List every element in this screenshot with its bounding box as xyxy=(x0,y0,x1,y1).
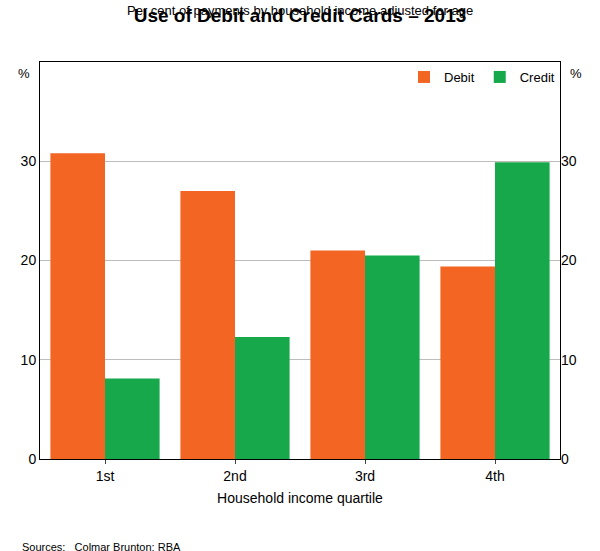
svg-text:Debit: Debit xyxy=(444,70,475,85)
svg-text:20: 20 xyxy=(561,252,577,268)
svg-text:%: % xyxy=(570,66,582,81)
svg-text:30: 30 xyxy=(21,153,37,169)
svg-text:0: 0 xyxy=(561,451,569,467)
svg-text:4th: 4th xyxy=(485,468,504,484)
svg-text:10: 10 xyxy=(561,352,577,368)
svg-text:%: % xyxy=(18,66,30,81)
svg-text:0: 0 xyxy=(28,451,36,467)
svg-text:Credit: Credit xyxy=(520,70,555,85)
svg-text:2nd: 2nd xyxy=(223,468,246,484)
svg-text:30: 30 xyxy=(561,153,577,169)
svg-text:1st: 1st xyxy=(96,468,115,484)
svg-text:Per cent of payments by househ: Per cent of payments by household income… xyxy=(127,3,473,18)
svg-text:Use of Debit and Credit Cards: Use of Debit and Credit Cards – 2013 xyxy=(134,5,467,26)
svg-text:Sources: Colmar Brunton; RBA: Sources: Colmar Brunton; RBA xyxy=(22,541,181,551)
svg-text:20: 20 xyxy=(21,252,37,268)
svg-text:3rd: 3rd xyxy=(355,468,375,484)
svg-text:10: 10 xyxy=(21,352,37,368)
svg-text:Household income quartile: Household income quartile xyxy=(217,490,383,506)
